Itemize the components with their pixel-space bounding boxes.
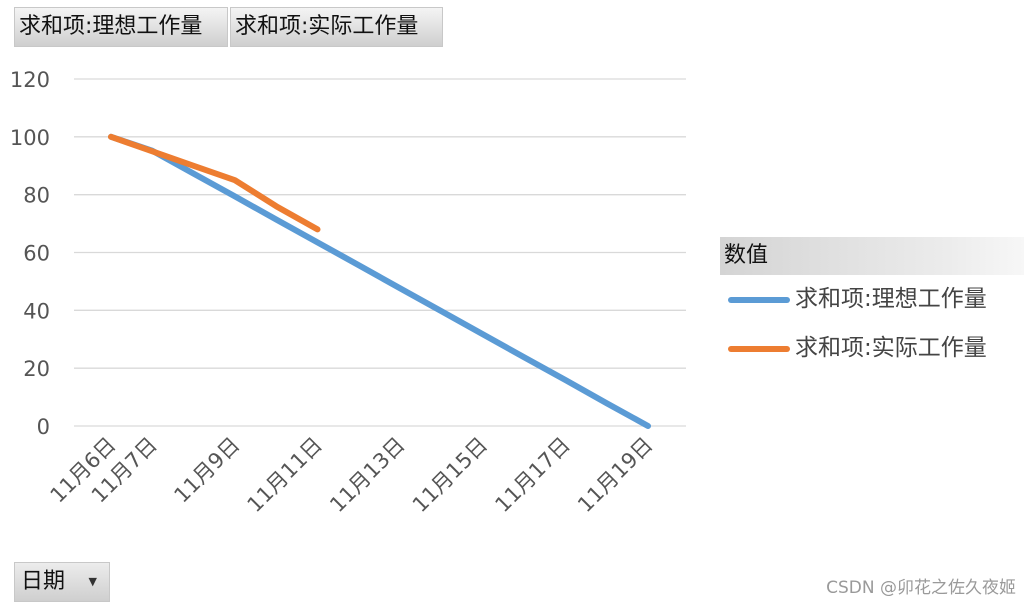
chevron-down-icon[interactable]: ▼ [88, 575, 97, 588]
x-tick-label: 11月15日 [408, 433, 492, 517]
y-tick-label: 100 [10, 126, 50, 150]
y-tick-label: 0 [37, 415, 50, 439]
axis-field-label: 日期 [21, 569, 66, 594]
series-lines [108, 133, 651, 429]
y-axis-ticks: 0 20 40 60 80 100 120 [10, 68, 50, 439]
watermark: CSDN @卯花之佐久夜姬 [826, 578, 1016, 598]
y-tick-label: 20 [23, 357, 50, 381]
y-tick-label: 40 [23, 299, 50, 323]
y-tick-label: 60 [23, 242, 50, 266]
value-field-button-actual[interactable]: 求和项:实际工作量 [230, 7, 443, 47]
y-tick-label: 80 [23, 184, 50, 208]
legend-label-ideal: 求和项:理想工作量 [795, 286, 987, 312]
gridlines [74, 78, 686, 427]
series-line-ideal [108, 133, 651, 429]
legend-field-button[interactable]: 数值 [720, 237, 1024, 275]
legend-swatch-actual [728, 346, 790, 352]
axis-field-button-date[interactable]: 日期 ▼ [14, 562, 110, 602]
y-tick-label: 120 [10, 68, 50, 92]
x-tick-label: 11月13日 [325, 433, 409, 517]
legend-label-actual: 求和项:实际工作量 [795, 335, 987, 361]
legend-swatch-ideal [728, 297, 790, 303]
series-line-actual [108, 133, 321, 233]
x-tick-label: 11月11日 [243, 433, 327, 517]
x-tick-label: 11月17日 [490, 433, 574, 517]
value-field-button-ideal[interactable]: 求和项:理想工作量 [14, 7, 228, 47]
x-tick-label: 11月19日 [573, 433, 657, 517]
x-tick-label: 11月9日 [169, 433, 244, 508]
